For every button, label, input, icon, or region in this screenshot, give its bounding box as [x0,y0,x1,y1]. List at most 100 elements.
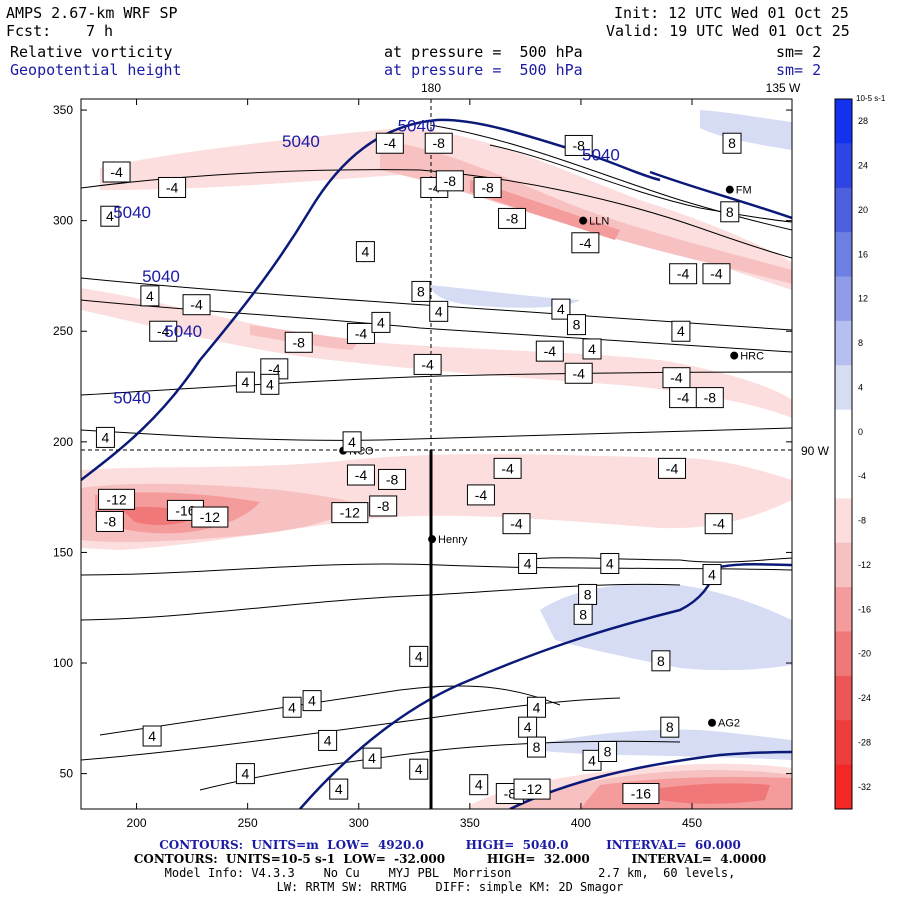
vorticity-label: 4 [371,311,391,333]
vorticity-label-box [598,740,618,762]
colorbar-tick-label: -32 [858,782,871,792]
vorticity-label: 8 [598,740,618,762]
field2-smoothing: sm= 2 [776,61,822,79]
vorticity-label: -12 [98,488,136,510]
meridian-label-135w: 135 W [766,81,801,95]
vorticity-label: 4 [318,729,338,751]
meridian-label-180: 180 [421,81,441,95]
x-tick-label: 200 [127,816,147,830]
model-title: AMPS 2.67-km WRF SP [6,4,178,22]
vorticity-label-text: -4 [677,390,690,406]
vorticity-label: -4 [346,322,375,344]
y-tick-label: 100 [53,656,73,670]
vorticity-label: 4 [260,373,280,395]
neg-max-south-east [660,783,770,804]
vorticity-label-text: 8 [579,606,587,622]
vorticity-label-box [564,362,593,384]
height-contour-label: 5040 [113,203,151,222]
contour-line [81,427,792,441]
vorticity-label: -4 [102,161,131,183]
contour-line [429,124,792,231]
station-label: Henry [438,534,468,546]
vorticity-label-text: 4 [266,376,274,392]
vorticity-label: -4 [704,513,733,535]
station-dot [579,216,588,225]
vorticity-label: 4 [302,690,322,712]
vorticity-label: 8 [722,132,742,154]
colorbar-tick-label: -4 [858,471,866,481]
colorbar-tick-label: -28 [858,737,871,747]
vorticity-label: 4 [582,338,602,360]
vorticity-label-text: -4 [710,266,723,282]
contour-line [81,277,792,331]
vorticity-label-box [658,457,687,479]
y-tick-label: 250 [53,324,73,338]
vorticity-label-text: -8 [432,135,445,151]
vorticity-label-box [518,552,538,574]
vorticity-label: 8 [720,201,740,223]
vorticity-label-box [346,464,375,486]
vorticity-label: 4 [329,778,349,800]
vorticity-label-box [284,331,313,353]
vorticity-label-text: -4 [510,516,523,532]
vorticity-label-box [535,340,564,362]
vorticity-label: -4 [182,294,211,316]
contour-line [489,144,792,223]
plot-frame [80,98,793,810]
vorticity-label-text: -12 [200,509,220,525]
vorticity-label-box [722,132,742,154]
shaded-fields [81,110,792,809]
colorbar-frame [834,98,853,810]
vorticity-label-text: -12 [340,505,360,521]
height-contour-label: 5040 [164,322,202,341]
height-contour-5040 [81,118,438,481]
vorticity-label-box [102,161,131,183]
vorticity-label-box [371,311,391,333]
vorticity-label: -8 [369,495,398,517]
station-dot [725,185,734,194]
init-time: Init: 12 UTC Wed 01 Oct 25 [614,4,849,22]
vorticity-label-text: -8 [104,513,117,529]
colorbar-swatch [835,365,852,411]
height-contour-southeast [509,750,792,809]
neg-band-north [100,128,792,290]
vorticity-label-text: 4 [677,323,685,339]
station-dot [428,535,437,544]
vorticity-label-text: 4 [475,777,483,793]
station-dot [708,718,717,727]
colorbar-swatch [835,675,852,721]
vorticity-label-box [669,263,698,285]
contour-line [519,557,792,563]
vorticity-label-text: 8 [417,283,425,299]
colorbar-tick-label: 24 [858,161,868,171]
station-markers: NCOHenryHRCAG2LLNFM [339,185,764,730]
vorticity-label-box [671,320,691,342]
vorticity-label-text: 4 [288,699,296,715]
vorticity-label: 4 [355,241,375,263]
footer-height-contours: CONTOURS: UNITS=m LOW= 4920.0 HIGH= 5040… [159,838,741,852]
vorticity-label: 4 [342,431,362,453]
colorbar-tick-label: -20 [858,649,871,659]
vorticity-label-text: 4 [308,693,316,709]
vorticity-label-box [149,320,178,342]
vorticity-label: -4 [493,457,522,479]
vorticity-label-text: 4 [708,567,716,583]
vorticity-label-box [375,132,404,154]
vorticity-label: -4 [413,353,442,375]
vorticity-label: -8 [95,510,124,532]
height-contour-label: 5040 [282,132,320,151]
vorticity-label: -16 [622,783,660,805]
height-contour-label: 5040 [582,145,620,164]
station-lln: LLN [579,216,609,228]
vorticity-label-box [573,603,593,625]
pos-area-northeast [700,110,792,150]
vorticity-label-box [140,285,160,307]
vorticity-label: -12 [513,778,551,800]
vorticity-label: 4 [551,298,571,320]
vorticity-label-box [409,758,429,780]
vorticity-label-text: -4 [501,460,514,476]
vorticity-label: -8 [473,176,502,198]
vorticity-label-box [342,431,362,453]
colorbar-tick-label: -8 [858,516,866,526]
colorbar-swatch [835,720,852,766]
